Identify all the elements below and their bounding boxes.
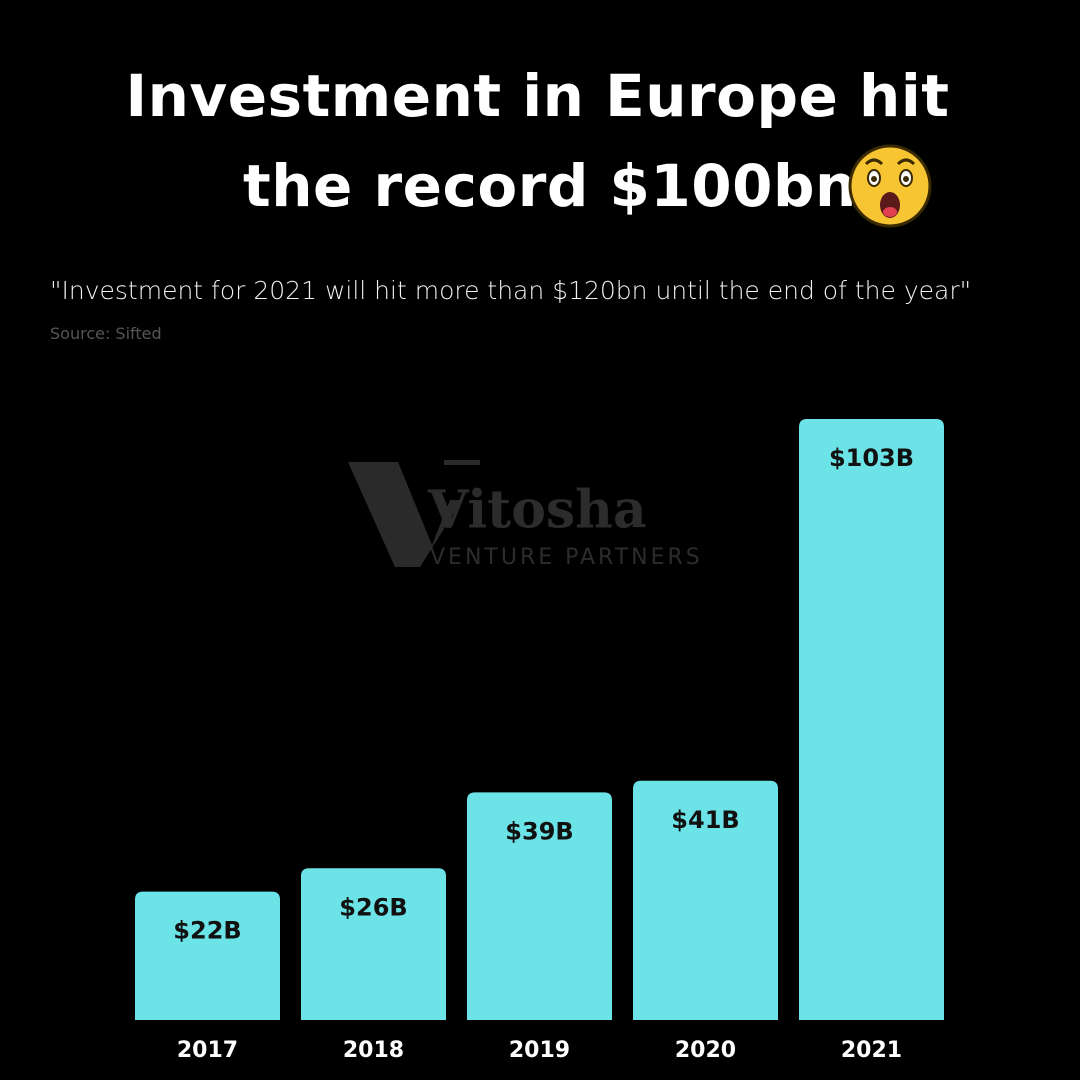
value-label: $22B <box>173 917 241 945</box>
x-tick-label: 2018 <box>343 1038 404 1063</box>
value-label: $103B <box>829 444 914 472</box>
value-label: $26B <box>339 893 407 921</box>
watermark: VENTURE PARTNERS <box>430 545 703 570</box>
x-tick-label: 2020 <box>675 1038 736 1063</box>
x-tick-label: 2019 <box>509 1038 570 1063</box>
bar <box>633 780 778 1020</box>
watermark: Vitosha <box>427 480 647 541</box>
bar <box>135 891 280 1020</box>
bar <box>467 792 612 1020</box>
x-tick-label: 2021 <box>841 1038 902 1063</box>
value-label: $39B <box>505 817 573 845</box>
x-tick-label: 2017 <box>177 1038 238 1063</box>
bar <box>799 419 944 1020</box>
emoji <box>848 144 932 228</box>
subtitle: "Investment for 2021 will hit more than … <box>50 276 972 305</box>
watermark-logo <box>348 460 480 567</box>
chart-title: the record $100bn <box>243 152 857 220</box>
chart-title: Investment in Europe hit <box>125 62 950 130</box>
value-label: $41B <box>671 806 739 834</box>
source: Source: Sifted <box>50 324 162 343</box>
bar <box>301 868 446 1020</box>
